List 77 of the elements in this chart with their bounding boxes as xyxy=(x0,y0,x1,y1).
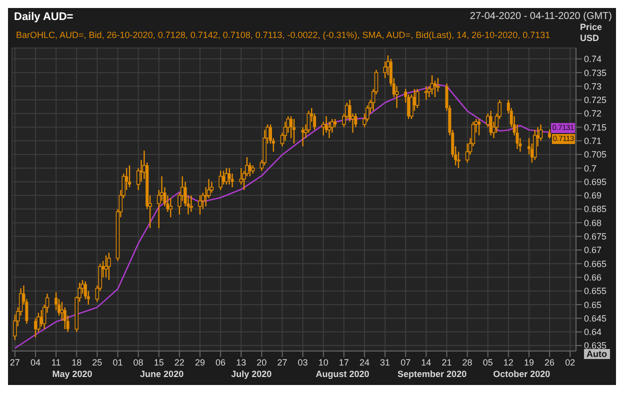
x-tick-label: 20 xyxy=(256,357,267,368)
candlestick xyxy=(128,164,131,188)
candlestick xyxy=(228,168,231,186)
x-tick-label: 15 xyxy=(154,357,164,368)
text: August 2020 xyxy=(316,369,370,379)
candlestick xyxy=(107,252,111,281)
candlestick xyxy=(430,74,434,96)
y-tick-label: 0.7 xyxy=(584,163,597,174)
y-tick-label: 0.68 xyxy=(584,218,602,228)
candlestick xyxy=(478,118,481,136)
y-tick-label: 0.74 xyxy=(584,54,602,64)
y-tick-label: 0.675 xyxy=(584,232,607,242)
y-tick-label: 0.72 xyxy=(584,108,602,119)
x-tick-label: 22 xyxy=(174,357,184,368)
y-tick-label: 0.66 xyxy=(584,272,602,282)
x-tick-label: 25 xyxy=(92,357,102,368)
x-tick-label: 31 xyxy=(380,357,390,368)
candlestick xyxy=(168,198,173,218)
x-tick-label: 19 xyxy=(524,357,534,368)
x-tick-label: 27 xyxy=(277,357,288,368)
y-tick-label: 0.69 xyxy=(584,190,602,201)
x-tick-label: 29 xyxy=(194,357,206,368)
text: May 2020 xyxy=(52,369,92,379)
text: September 2020 xyxy=(398,369,467,379)
x-tick-label: 12 xyxy=(503,357,514,368)
x-tick-label: 06 xyxy=(216,357,226,368)
text: 27-04-2020 - 04-11-2020 (GMT) xyxy=(470,11,612,22)
y-tick-label: 0.64 xyxy=(584,327,602,338)
x-tick-label: 21 xyxy=(442,357,452,368)
text: June 2020 xyxy=(140,369,184,379)
candlestick xyxy=(415,88,420,109)
text: July 2020 xyxy=(231,369,272,379)
y-tick-label: 0.67 xyxy=(584,245,602,256)
candlestick xyxy=(532,129,537,161)
y-axis-title: Price USD xyxy=(580,22,604,44)
y-tick-label: 0.735 xyxy=(584,68,607,78)
chart-title: Daily AUD= xyxy=(14,11,74,23)
candlestick xyxy=(218,170,222,191)
x-tick-label: 11 xyxy=(51,357,61,368)
candlestick xyxy=(292,118,296,144)
chart-subtitle: BarOHLC, AUD=, Bid, 26-10-2020, 0.7128, 0.7142, 0.7108, 0.7113, -0.0022, (-0.31%), SMA, AUD=, Bid(Last), 14, 26-10-2020, 0.7131 xyxy=(16,30,550,40)
x-tick-label: 10 xyxy=(318,357,328,368)
x-tick-label: 24 xyxy=(359,357,370,368)
x-tick-label: 08 xyxy=(133,357,144,368)
x-tick-label: 17 xyxy=(338,357,349,368)
text: October 2020 xyxy=(493,369,550,379)
x-tick-label: 26 xyxy=(544,357,555,368)
candlestick xyxy=(489,110,492,136)
text: Auto xyxy=(584,349,610,359)
y-tick-label: 0.635 xyxy=(584,340,607,351)
x-tick-label: 04 xyxy=(30,357,41,368)
x-tick-label: 27 xyxy=(10,357,20,368)
y-tick-label: 0.715 xyxy=(584,122,607,132)
y-tick-label: 0.685 xyxy=(584,204,607,214)
candlestick xyxy=(104,254,108,278)
y-tick-label: 0.65 xyxy=(584,300,602,310)
x-tick-label: 07 xyxy=(400,357,411,368)
y-tick-label: 0.725 xyxy=(584,95,607,106)
candlestick xyxy=(224,168,228,186)
x-tick-label: 13 xyxy=(236,357,246,368)
y-tick-label: 0.665 xyxy=(584,258,607,269)
y-tick-label: 0.705 xyxy=(584,150,607,160)
x-tick-label: 01 xyxy=(112,357,123,368)
y-tick-label: 0.655 xyxy=(584,286,607,296)
y-tick-label: 0.645 xyxy=(584,313,607,324)
candlestick xyxy=(434,80,436,98)
y-tick-label: 0.71 xyxy=(584,136,602,146)
x-tick-label: 02 xyxy=(565,357,576,368)
x-tick-label: 05 xyxy=(482,357,493,368)
x-tick-label: 18 xyxy=(72,357,82,368)
candlestick xyxy=(198,194,202,216)
x-tick-label: 28 xyxy=(462,357,472,368)
y-tick-label: 0.695 xyxy=(584,176,607,187)
x-tick-label: 03 xyxy=(298,357,308,368)
y-tick-label: 0.73 xyxy=(584,81,602,92)
x-tick-label: 14 xyxy=(421,357,432,368)
line-series xyxy=(14,84,550,349)
